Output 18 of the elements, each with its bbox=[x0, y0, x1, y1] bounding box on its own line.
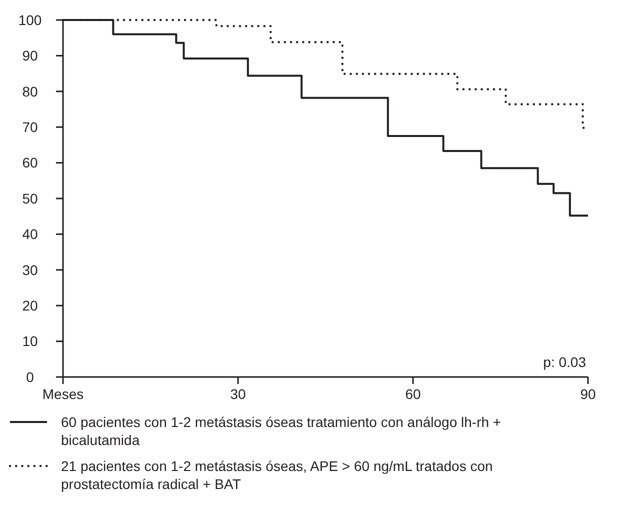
x-tick-label: 30 bbox=[230, 386, 246, 402]
y-tick-label: 70 bbox=[22, 119, 38, 135]
x-tick-label: 90 bbox=[580, 386, 596, 402]
legend-label: 21 pacientes con 1-2 metástasis óseas, APE > 60 ng/mL tratados con prostatectomía radical + BAT bbox=[61, 458, 493, 492]
y-tick-label: 60 bbox=[22, 154, 38, 171]
y-tick-label: 30 bbox=[22, 262, 38, 278]
x-tick-label: 60 bbox=[405, 386, 421, 402]
y-tick-label: 80 bbox=[22, 83, 38, 100]
y-tick-label: 20 bbox=[22, 298, 38, 314]
legend-label: 60 pacientes con 1-2 metástasis óseas tratamiento con análogo lh-rh + bicalutamida bbox=[61, 414, 502, 448]
y-tick-label: 50 bbox=[22, 190, 38, 206]
x-tick-label: Meses bbox=[42, 386, 84, 402]
y-tick-label: 40 bbox=[22, 226, 38, 242]
y-tick-label: 100 bbox=[18, 12, 42, 28]
y-tick-label: 90 bbox=[22, 48, 38, 64]
annotation: p: 0.03 bbox=[543, 354, 586, 370]
y-tick-label: 10 bbox=[22, 333, 38, 350]
y-tick-label: 0 bbox=[26, 368, 34, 385]
